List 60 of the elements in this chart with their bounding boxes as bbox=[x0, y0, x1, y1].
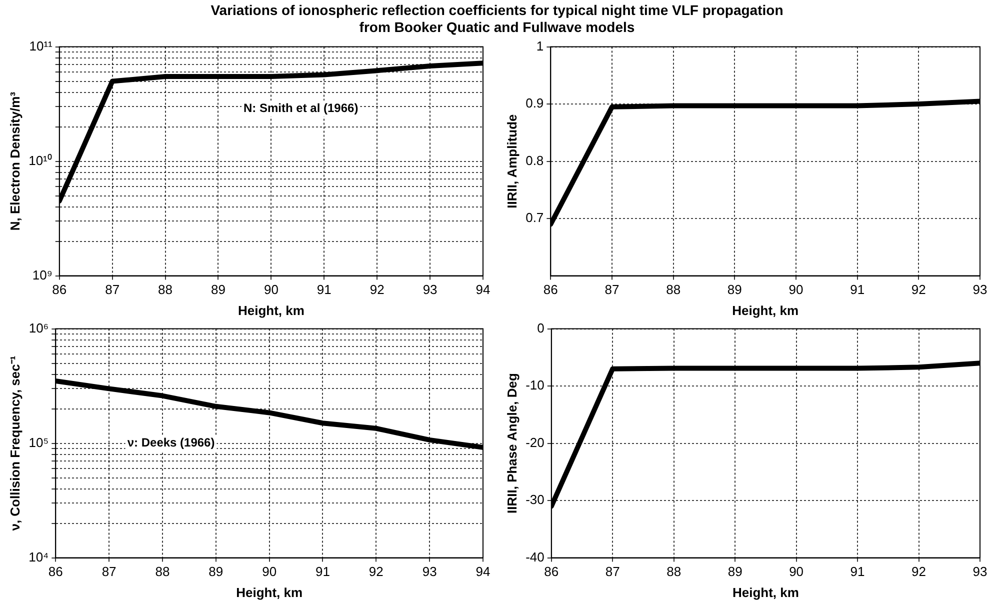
x-tick-label: 89 bbox=[727, 282, 742, 298]
x-tick-label: 94 bbox=[476, 282, 490, 298]
x-axis-title: Height, km bbox=[236, 584, 303, 600]
y-tick-label: 10⁵ bbox=[28, 434, 49, 450]
x-tick-label: 86 bbox=[48, 564, 63, 580]
x-tick-label: 94 bbox=[476, 564, 490, 580]
y-tick-label: -40 bbox=[526, 549, 544, 564]
x-tick-label: 89 bbox=[728, 564, 742, 580]
x-tick-label: 89 bbox=[208, 564, 224, 580]
x-tick-label: 93 bbox=[972, 282, 988, 298]
y-tick-label: -10 bbox=[526, 378, 544, 393]
x-axis-title: Height, km bbox=[732, 302, 799, 318]
x-tick-label: 90 bbox=[264, 282, 278, 298]
x-tick-label: 92 bbox=[370, 282, 384, 298]
x-tick-label: 87 bbox=[604, 282, 620, 298]
x-tick-label: 89 bbox=[211, 282, 226, 298]
y-tick-label: 10¹⁰ bbox=[28, 152, 52, 168]
x-tick-label: 93 bbox=[422, 564, 437, 580]
x-tick-label: 91 bbox=[850, 564, 865, 580]
y-tick-label: 0.9 bbox=[526, 96, 544, 111]
y-axis-title: ν, Collision Frequency, sec⁻¹ bbox=[7, 356, 22, 531]
y-tick-label: -20 bbox=[526, 434, 544, 450]
y-tick-label: 10⁹ bbox=[32, 267, 52, 282]
x-tick-label: 86 bbox=[52, 282, 67, 298]
x-tick-label: 90 bbox=[788, 282, 804, 298]
x-tick-label: 92 bbox=[912, 564, 926, 580]
x-tick-label: 86 bbox=[544, 564, 559, 580]
y-tick-label: 0.8 bbox=[526, 152, 544, 168]
x-tick-label: 93 bbox=[972, 564, 988, 580]
x-tick-label: 90 bbox=[789, 564, 804, 580]
x-tick-label: 86 bbox=[543, 282, 558, 298]
y-tick-label: 1 bbox=[536, 38, 544, 54]
x-tick-label: 87 bbox=[105, 282, 120, 298]
x-tick-label: 92 bbox=[368, 564, 384, 580]
x-tick-label: 88 bbox=[666, 564, 682, 580]
x-tick-label: 90 bbox=[262, 564, 277, 580]
y-tick-label: -30 bbox=[526, 492, 544, 508]
y-axis-title: IIRII, Phase Angle, Deg bbox=[504, 373, 520, 514]
x-axis-title: Height, km bbox=[732, 584, 799, 600]
x-tick-label: 91 bbox=[316, 282, 332, 298]
x-tick-label: 87 bbox=[102, 564, 116, 580]
y-tick-label: 10¹¹ bbox=[29, 38, 54, 54]
x-tick-label: 88 bbox=[155, 564, 170, 580]
y-axis-title: N, Electron Density/m³ bbox=[7, 91, 22, 231]
y-tick-label: 0 bbox=[537, 320, 544, 336]
x-tick-label: 88 bbox=[666, 282, 681, 298]
x-tick-label: 91 bbox=[316, 564, 330, 580]
x-tick-label: 93 bbox=[422, 282, 438, 298]
x-axis-title: Height, km bbox=[238, 302, 304, 318]
x-tick-label: 88 bbox=[158, 282, 173, 298]
chart-title: Variations of ionospheric reflection coefficients for typical night time VLF propagation from Booker Quatic and Fullwave models bbox=[210, 2, 784, 36]
x-tick-label: 91 bbox=[850, 282, 865, 298]
y-tick-label: 10⁴ bbox=[28, 549, 49, 564]
annotation: N: Smith et al (1966) bbox=[243, 100, 358, 115]
y-tick-label: 10⁶ bbox=[28, 320, 49, 336]
annotation: ν: Deeks (1966) bbox=[127, 436, 215, 450]
x-tick-label: 92 bbox=[911, 282, 926, 298]
y-axis-title: IIRII, Amplitude bbox=[504, 114, 520, 208]
y-tick-label: 0.7 bbox=[526, 210, 544, 226]
x-tick-label: 87 bbox=[605, 564, 620, 580]
